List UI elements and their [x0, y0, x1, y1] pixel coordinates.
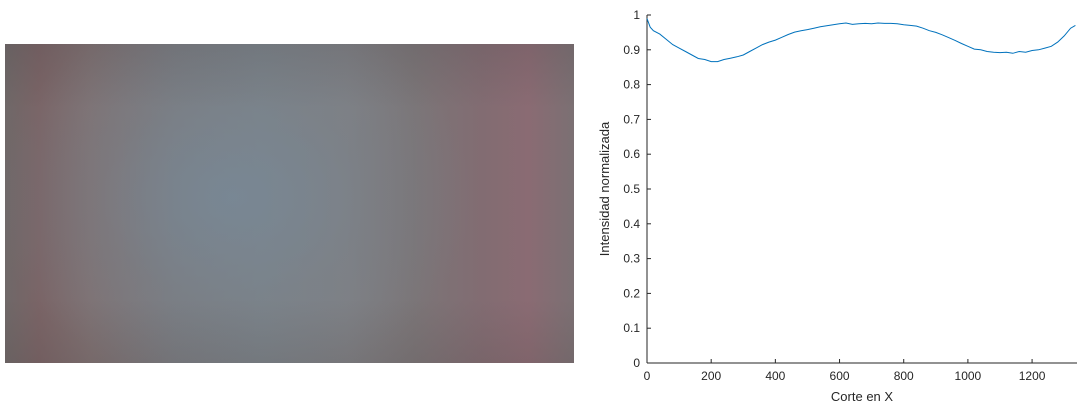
x-tick-label: 1200	[1019, 369, 1046, 383]
y-axis-label: Intensidad normalizada	[597, 121, 612, 256]
y-tick-label: 0.9	[623, 43, 640, 57]
y-tick-label: 0.2	[623, 286, 640, 300]
x-tick-label: 400	[765, 369, 785, 383]
y-tick-label: 0	[633, 356, 640, 370]
x-tick-label: 200	[701, 369, 721, 383]
x-tick-label: 600	[830, 369, 850, 383]
photo-vignette	[5, 44, 574, 363]
plot-area: 0 200 400 600 800 1000 1200 0 0.1 0.2 0.3 0.4 0.5 0.6…	[623, 8, 1077, 383]
y-tick-label: 0.1	[623, 321, 640, 335]
y-tick-label: 0.4	[623, 217, 640, 231]
x-tick-label: 800	[894, 369, 914, 383]
y-tick-label: 0.7	[623, 112, 640, 126]
photo-gradient	[5, 44, 574, 363]
intensity-chart: 0 200 400 600 800 1000 1200 0 0.1 0.2 0.3 0.4 0.5 0.6…	[597, 8, 1077, 404]
y-tick-label: 0.3	[623, 252, 640, 266]
source-photo	[5, 44, 574, 363]
x-tick-label: 0	[644, 369, 651, 383]
x-tick-label: 1000	[955, 369, 982, 383]
y-tick-label: 0.8	[623, 78, 640, 92]
y-tick-label: 0.5	[623, 182, 640, 196]
y-tick-label: 1	[633, 8, 640, 22]
series-line-0	[646, 18, 1076, 63]
y-tick-label: 0.6	[623, 147, 640, 161]
x-axis-label: Corte en X	[831, 389, 893, 404]
